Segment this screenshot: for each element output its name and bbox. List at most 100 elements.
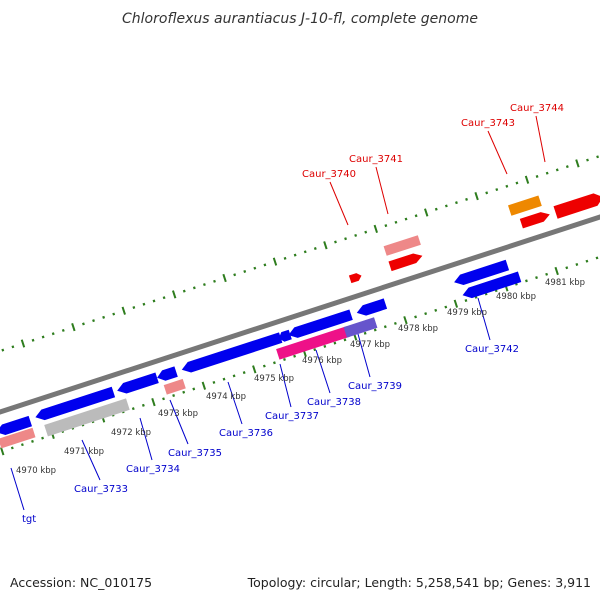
upper-track-minor-tick — [586, 158, 589, 162]
lower-track-minor-tick — [363, 331, 367, 335]
upper-track-major-tick — [373, 224, 378, 233]
upper-track-minor-tick — [303, 250, 307, 254]
lower-track-minor-tick — [343, 338, 347, 342]
upper-track-major-tick — [20, 339, 26, 348]
lower-track-minor-tick — [162, 397, 165, 401]
gene-f-3737[interactable] — [288, 309, 353, 338]
upper-track-minor-tick — [414, 214, 418, 218]
label-caur-3733[interactable]: Caur_3733 — [74, 484, 128, 495]
gene-f-3735-pale[interactable] — [163, 378, 186, 395]
lower-track-minor-tick — [41, 436, 44, 440]
leader-caur-3737 — [279, 363, 292, 408]
upper-track-minor-tick — [82, 322, 85, 326]
upper-track-minor-tick — [41, 335, 45, 339]
lower-track-major-tick — [403, 316, 408, 325]
label-caur-3737[interactable]: Caur_3737 — [265, 411, 319, 422]
gene-f-3742b[interactable] — [462, 271, 522, 299]
gene-f-3734[interactable] — [117, 372, 159, 394]
gene-f-3740-red[interactable] — [348, 273, 362, 284]
upper-track-minor-tick — [51, 332, 55, 336]
kbp-label: 4971 kbp — [64, 447, 104, 457]
upper-track-major-tick — [524, 175, 530, 184]
upper-track-minor-tick — [132, 306, 136, 309]
upper-track-minor-tick — [535, 174, 539, 178]
label-caur-3742[interactable]: Caur_3742 — [465, 344, 519, 355]
label-caur-3736[interactable]: Caur_3736 — [219, 428, 273, 439]
lower-track-minor-tick — [414, 315, 417, 319]
label-caur-3735[interactable]: Caur_3735 — [168, 448, 222, 459]
upper-track-minor-tick — [162, 296, 166, 300]
lower-track-minor-tick — [293, 354, 296, 358]
label-caur-3740[interactable]: Caur_3740 — [302, 169, 356, 180]
label-caur-3743[interactable]: Caur_3743 — [461, 118, 515, 129]
backbone-line — [0, 214, 600, 415]
gene-f-3737-small[interactable] — [278, 329, 292, 342]
label-caur-3739[interactable]: Caur_3739 — [348, 381, 402, 392]
lower-track-minor-tick — [172, 394, 176, 398]
label-caur-3738[interactable]: Caur_3738 — [307, 397, 361, 408]
upper-track-minor-tick — [192, 286, 196, 290]
upper-track-minor-tick — [112, 312, 116, 316]
upper-track-minor-tick — [11, 345, 15, 349]
upper-track-minor-tick — [92, 319, 95, 323]
gene-f-3738[interactable] — [276, 326, 350, 360]
gene-f-3735[interactable] — [157, 366, 178, 381]
upper-track-major-tick — [323, 241, 328, 250]
lower-track-minor-tick — [535, 276, 538, 280]
leader-caur-3741 — [375, 166, 389, 215]
gene-f-3744[interactable] — [553, 193, 600, 219]
kbp-label: 4970 kbp — [16, 466, 56, 476]
upper-track-minor-tick — [465, 197, 468, 201]
kbp-labels: 4970 kbp 4971 kbp 4972 kbp 4973 kbp 4974 kbp… — [16, 278, 585, 476]
gene-f-3733[interactable] — [44, 398, 130, 437]
gene-f-3742a[interactable] — [454, 259, 510, 285]
upper-track-minor-tick — [334, 240, 337, 244]
leader-caur-3735 — [169, 399, 189, 445]
kbp-label: 4980 kbp — [496, 292, 536, 302]
kbp-label: 4975 kbp — [254, 374, 294, 384]
lower-track-minor-tick — [444, 305, 448, 309]
upper-track-minor-tick — [253, 266, 257, 270]
lower-track-minor-tick — [373, 328, 377, 332]
lower-track-minor-tick — [10, 446, 14, 450]
gene-f-3741[interactable] — [388, 253, 423, 272]
label-tgt[interactable]: tgt — [22, 514, 36, 525]
upper-track-minor-tick — [233, 273, 237, 277]
leader-caur-3738 — [315, 349, 331, 394]
lower-track-major-tick — [151, 397, 156, 407]
gene-f-3743[interactable] — [508, 195, 542, 216]
leader-caur-3739 — [357, 333, 371, 378]
gene-f-3739[interactable] — [356, 298, 388, 316]
kbp-label: 4978 kbp — [398, 324, 438, 334]
upper-track-major-tick — [424, 208, 429, 217]
lower-track-minor-tick — [242, 371, 246, 375]
gene-f-3733-blue[interactable] — [35, 386, 116, 421]
backbone — [0, 214, 600, 415]
accession-text: Accession: NC_010175 — [10, 575, 153, 590]
lower-track-minor-tick — [565, 266, 569, 270]
gene-f-3739-purple[interactable] — [343, 317, 378, 338]
lower-track-minor-tick — [182, 390, 186, 394]
upper-track-minor-tick — [434, 207, 438, 211]
gene-f-tgt[interactable] — [0, 415, 32, 435]
gene-f-tgt-pale[interactable] — [0, 427, 36, 449]
label-caur-3744[interactable]: Caur_3744 — [510, 103, 564, 114]
lower-track-minor-tick — [31, 439, 34, 443]
lower-track-major-tick — [201, 381, 207, 390]
tick-tracks — [0, 155, 599, 456]
gene-f-3743-red[interactable] — [519, 212, 550, 229]
upper-track-minor-tick — [495, 188, 499, 192]
upper-track-minor-tick — [505, 184, 509, 188]
leader-caur-3742 — [477, 297, 491, 341]
lower-track-minor-tick — [585, 259, 589, 263]
lower-track-major-tick — [453, 299, 459, 308]
leader-caur-3733 — [81, 439, 101, 481]
lower-track-minor-tick — [212, 380, 216, 384]
gene-f-3741-pale[interactable] — [383, 235, 421, 256]
upper-track-minor-tick — [313, 247, 317, 251]
gene-f-3736[interactable] — [181, 332, 283, 373]
upper-track-minor-tick — [364, 230, 368, 234]
label-caur-3741[interactable]: Caur_3741 — [349, 154, 403, 165]
label-caur-3734[interactable]: Caur_3734 — [126, 464, 180, 475]
upper-track-minor-tick — [455, 201, 458, 205]
